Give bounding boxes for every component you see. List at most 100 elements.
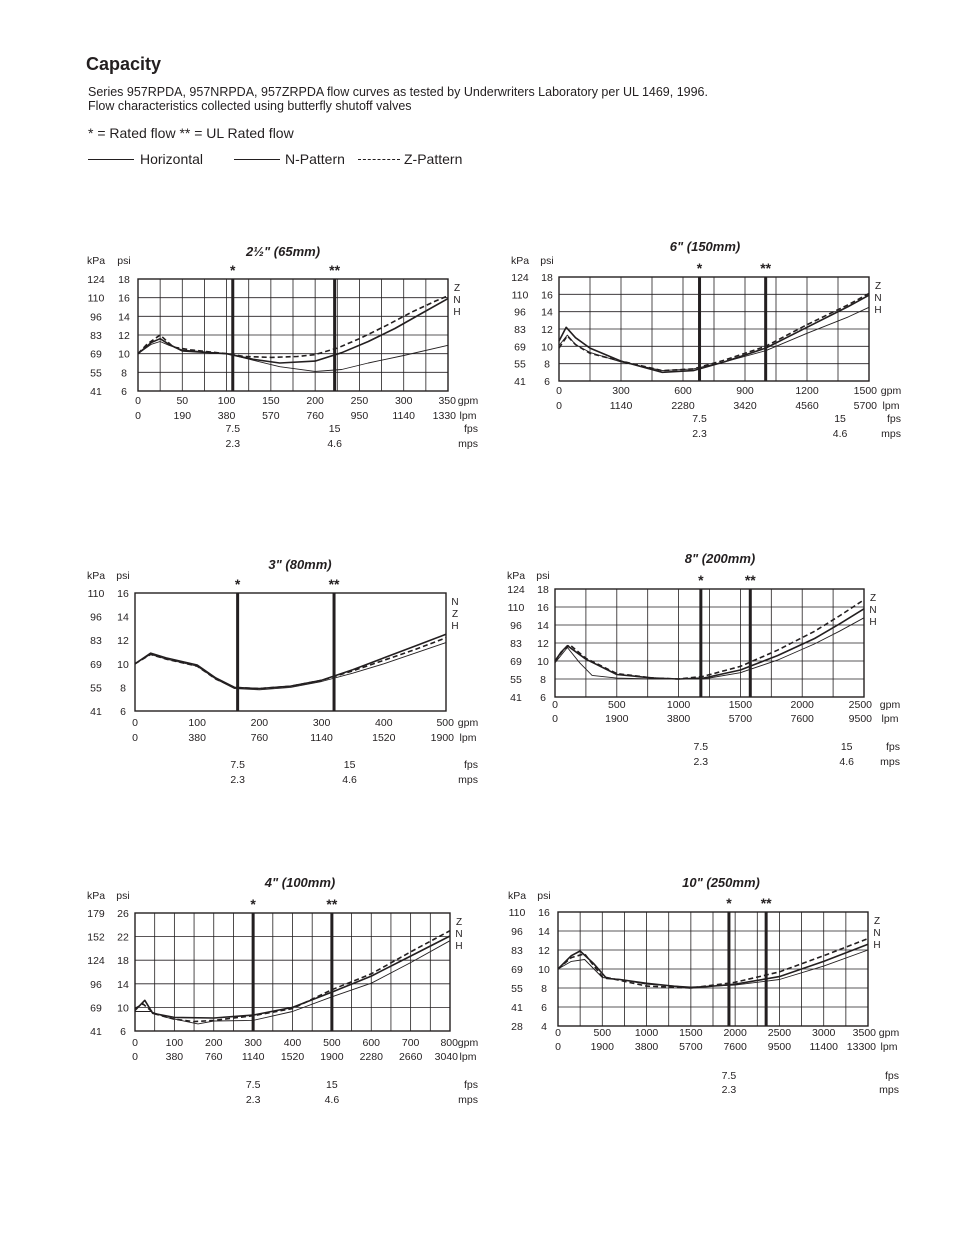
curve-label: Z [874,916,880,927]
psi-tick-label: 16 [117,588,129,600]
plot-frame [134,592,447,712]
curve-label: Z [454,283,460,294]
legend-n-pattern-swatch [234,159,280,160]
chart-title: 3" (80mm) [268,557,331,572]
fps-value-label: 15 [326,1079,338,1091]
curve-label: N [874,293,881,304]
fps-value-label: 7.5 [246,1079,261,1091]
lpm-tick-label: 13300 [847,1041,876,1053]
lpm-tick-label: 3040 [435,1051,459,1063]
gpm-tick-label: 50 [176,395,188,407]
gpm-tick-label: 400 [284,1037,302,1049]
gpm-tick-label: 300 [313,717,331,729]
kpa-tick-label: 69 [90,659,102,671]
psi-unit-label: psi [117,255,130,267]
curve-label: H [455,941,462,952]
lpm-unit-label: lpm [882,713,899,725]
kpa-tick-label: 41 [90,706,102,718]
lpm-tick-label: 190 [174,410,192,422]
psi-tick-label: 8 [540,674,546,686]
kpa-tick-label: 69 [511,964,523,976]
curve-label: H [451,621,458,632]
psi-tick-label: 16 [118,293,130,305]
kpa-tick-label: 41 [514,376,526,388]
series-line-z [137,295,449,359]
kpa-tick-label: 179 [87,908,105,920]
gpm-tick-label: 100 [188,717,206,729]
gpm-tick-label: 0 [135,395,141,407]
kpa-tick-label: 41 [510,692,522,704]
psi-tick-label: 4 [541,1021,547,1033]
curve-label: N [873,928,880,939]
lpm-tick-label: 760 [251,732,269,744]
lpm-tick-label: 0 [556,400,562,412]
plot-frame [558,276,870,382]
plot-frame [134,912,451,1032]
chart-title: 8" (200mm) [685,551,755,566]
gpm-tick-label: 500 [436,717,454,729]
mps-unit-label: mps [881,428,901,440]
psi-tick-label: 22 [117,932,129,944]
series-line-n [134,633,447,690]
gpm-tick-label: 1200 [795,385,819,397]
curve-label: H [873,940,880,951]
kpa-tick-label: 69 [90,1002,102,1014]
gpm-tick-label: 200 [205,1037,223,1049]
psi-tick-label: 12 [537,638,549,650]
plot-frame [137,278,449,392]
gpm-tick-label: 300 [395,395,413,407]
psi-tick-label: 6 [121,386,127,398]
gpm-unit-label: gpm [458,1037,479,1049]
lpm-tick-label: 3800 [667,713,691,725]
curve-label: N [453,295,460,306]
gpm-tick-label: 100 [218,395,236,407]
series-line-h [557,949,869,988]
fps-unit-label: fps [464,759,478,771]
psi-unit-label: psi [536,570,549,582]
kpa-tick-label: 69 [510,656,522,668]
lpm-tick-label: 1900 [431,732,455,744]
psi-tick-label: 18 [117,955,129,967]
psi-tick-label: 26 [117,908,129,920]
description: Series 957RPDA, 957NRPDA, 957ZRPDA flow … [88,85,708,113]
gpm-tick-label: 400 [375,717,393,729]
lpm-tick-label: 5700 [729,713,753,725]
gpm-tick-label: 3500 [853,1027,877,1039]
gpm-unit-label: gpm [879,1027,900,1039]
kpa-tick-label: 41 [90,1026,102,1038]
mps-unit-label: mps [879,1084,899,1096]
kpa-tick-label: 41 [90,386,102,398]
kpa-tick-label: 83 [90,635,102,647]
gpm-tick-label: 800 [440,1037,458,1049]
lpm-tick-label: 5700 [679,1041,703,1053]
kpa-tick-label: 110 [508,602,525,614]
kpa-tick-label: 110 [88,293,105,305]
gpm-tick-label: 500 [323,1037,341,1049]
rated-flow-star: * [697,260,703,276]
curve-label: H [874,305,881,316]
gpm-tick-label: 0 [132,717,138,729]
lpm-tick-label: 380 [166,1051,184,1063]
psi-tick-label: 12 [117,635,129,647]
lpm-tick-label: 1330 [433,410,457,422]
gpm-tick-label: 300 [612,385,630,397]
gpm-tick-label: 2500 [849,699,873,711]
gpm-tick-label: 100 [166,1037,184,1049]
ul-rated-flow-stars: ** [760,260,771,276]
lpm-tick-label: 380 [218,410,236,422]
psi-tick-label: 8 [120,682,126,694]
series-line-n [137,297,449,364]
gpm-tick-label: 0 [132,1037,138,1049]
lpm-tick-label: 0 [132,732,138,744]
lpm-tick-label: 1900 [605,713,629,725]
ul-rated-flow-stars: ** [329,262,340,278]
lpm-tick-label: 4560 [795,400,819,412]
rated-flow-star: * [698,572,704,588]
chart-title: 6" (150mm) [670,239,740,254]
kpa-tick-label: 110 [512,289,529,301]
fps-unit-label: fps [464,1079,478,1091]
lpm-tick-label: 9500 [768,1041,792,1053]
psi-unit-label: psi [540,255,553,267]
legend-n-pattern-label: N-Pattern [285,151,345,167]
